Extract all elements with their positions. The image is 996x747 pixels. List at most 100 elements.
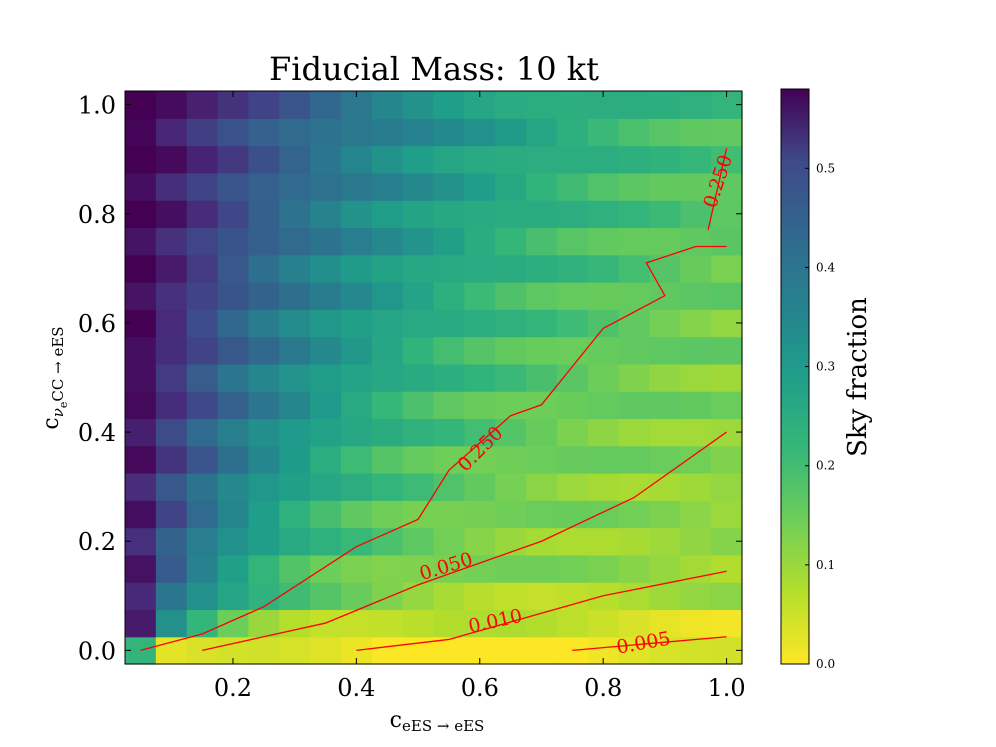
heatmap-cell [186,336,219,365]
heatmap-cell [279,527,311,556]
x-axis-ticks: 0.2 0.4 0.6 0.8 1.0 [214,91,746,702]
heatmap-cell [402,445,435,474]
heatmap-cell [680,554,712,583]
x-tick-label: 0.6 [461,674,499,702]
heatmap-cell [217,145,249,174]
heatmap-cell [464,309,496,338]
heatmap-cell [371,636,404,665]
heatmap-cell [618,227,651,256]
heatmap-cell [248,309,280,338]
heatmap-cell [680,473,712,501]
heatmap-cell [526,145,558,174]
heatmap-cell [526,118,558,147]
heatmap-cell [649,445,681,474]
heatmap-cell [464,418,496,447]
heatmap-cell [217,200,249,229]
heatmap-cell [217,445,249,474]
heatmap-cell [155,91,188,119]
heatmap-cell [433,200,465,229]
heatmap-cell [495,282,527,310]
heatmap-cell [495,445,527,474]
y-axis-label-base: c [39,417,64,429]
heatmap-cell [402,363,435,392]
plot-frame [124,90,743,665]
heatmap-cell [495,527,527,556]
heatmap-cell [125,336,157,365]
heatmap-cell [556,145,589,174]
heatmap-cell [340,200,373,229]
heatmap-cell [310,391,342,420]
heatmap-cell [155,391,188,420]
heatmap-cell [371,254,404,283]
heatmap-cell [464,527,496,556]
heatmap-cell [186,118,219,147]
heatmap-cell [680,172,712,201]
heatmap-cell [526,336,558,365]
heatmap-cell [371,609,404,638]
colorbar [780,88,810,665]
heatmap-cell [248,554,280,583]
heatmap-cell [433,309,465,338]
heatmap-cell [556,118,589,147]
heatmap-cell [371,282,404,310]
heatmap-cell [649,200,681,229]
contour-line [707,148,728,231]
y-axis-ticks: 0.0 0.2 0.4 0.6 0.8 1.0 [78,92,742,665]
heatmap-cell [125,445,157,474]
heatmap-cell [649,473,681,501]
heatmap-cell [680,309,712,338]
heatmap-cell [680,391,712,420]
heatmap-cell [680,527,712,556]
heatmap-cell [464,172,496,201]
heatmap-cell [155,227,188,256]
heatmap-cell [495,363,527,392]
heatmap-cell [310,473,342,501]
heatmap-cell [649,172,681,201]
heatmap-cell [217,582,249,611]
contour-line [140,245,727,651]
heatmap-cell [279,282,311,310]
x-axis-label: ceES → eES [390,708,485,735]
heatmap-cell [402,145,435,174]
heatmap-cell [125,118,157,147]
heatmap-cell [433,363,465,392]
heatmap-cell [310,118,342,147]
heatmap-cell [155,200,188,229]
heatmap-cell [186,145,219,174]
heatmap-cell [402,391,435,420]
heatmap-cell [248,500,280,529]
colorbar-tick-label: 0.0 [816,657,835,671]
heatmap-cell [186,554,219,583]
heatmap-cell [649,227,681,256]
heatmap-cell [186,282,219,310]
heatmap-cell [711,473,743,501]
heatmap-cell [587,309,620,338]
heatmap-cell [464,118,496,147]
heatmap-cell [340,118,373,147]
heatmap-cell [402,554,435,583]
heatmap-cell [618,254,651,283]
heatmap-cell [526,254,558,283]
heatmap-cell [279,336,311,365]
heatmap-cell [371,391,404,420]
heatmap-cell [587,282,620,310]
heatmap-cell [186,254,219,283]
heatmap-cell [402,227,435,256]
heatmap-cell [371,363,404,392]
colorbar-label: Sky fraction [843,297,873,457]
heatmap-cell [125,391,157,420]
contour-line [356,570,727,652]
heatmap-cell [464,582,496,611]
heatmap-cell [618,172,651,201]
heatmap-cell [371,445,404,474]
heatmap-cell [433,418,465,447]
heatmap-cell [433,336,465,365]
heatmap-cell [155,636,188,665]
heatmap-cell [433,636,465,665]
heatmap-cell [371,145,404,174]
heatmap-cell [711,554,743,583]
heatmap-cell [433,391,465,420]
heatmap-cell [186,418,219,447]
heatmap-cell [526,609,558,638]
